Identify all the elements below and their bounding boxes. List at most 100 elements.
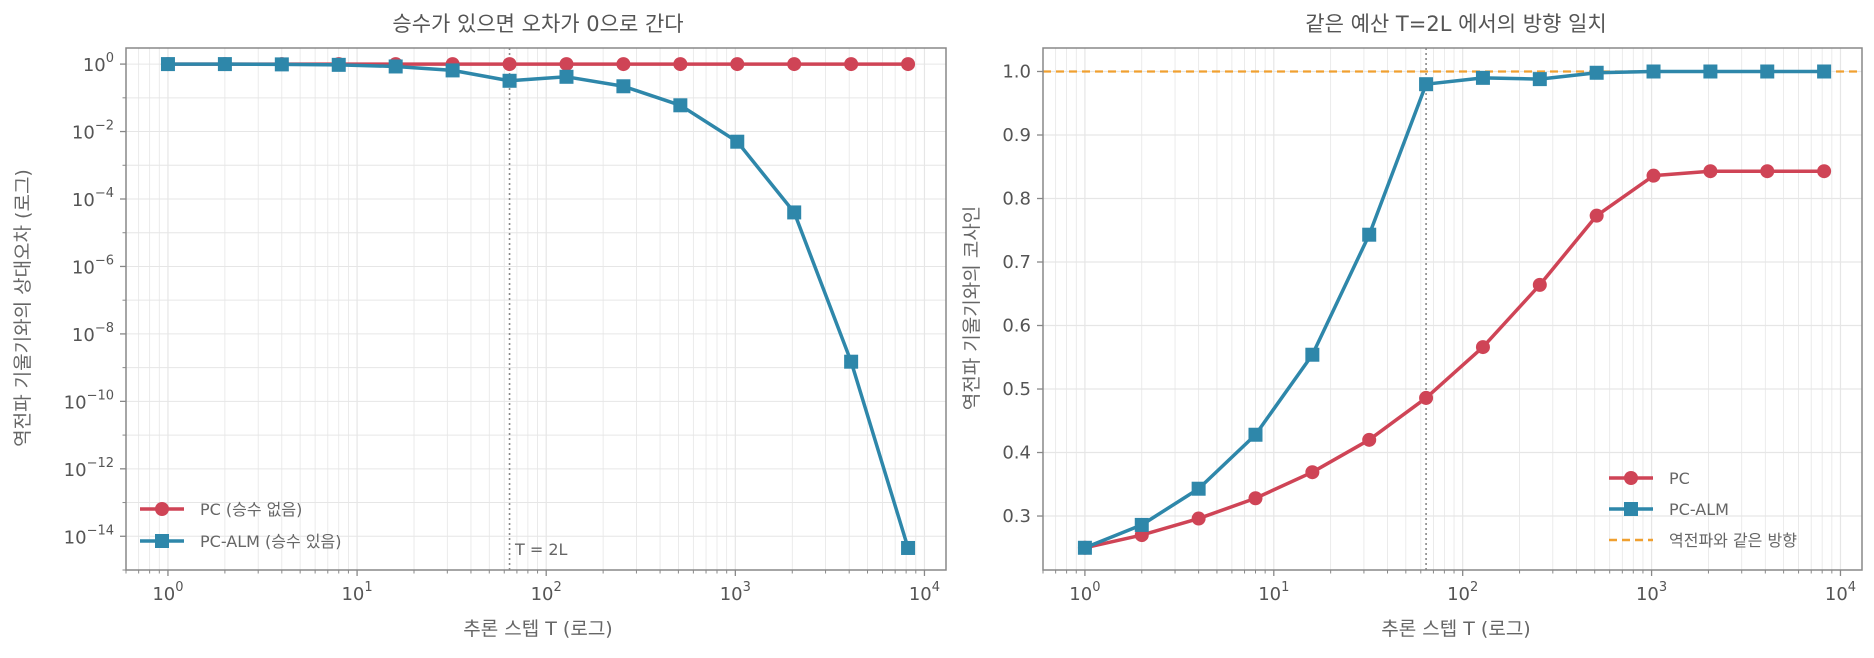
data-point-pc_alm bbox=[1703, 64, 1718, 79]
y-tick-exponent: −4 bbox=[95, 186, 114, 201]
data-point-pc_alm bbox=[274, 57, 289, 72]
data-point-pc_alm bbox=[445, 63, 460, 78]
data-point-pc bbox=[1475, 340, 1490, 355]
data-point-pc_alm bbox=[1817, 64, 1832, 79]
data-point-pc_alm bbox=[1760, 64, 1775, 79]
x-tick-exponent: 0 bbox=[175, 580, 183, 595]
chart-right-y-ticks: 0.3 0.4 0.5 0.6 0.7 0.8 0.9 1.0 bbox=[1002, 61, 1043, 527]
y-tick-exponent: −2 bbox=[95, 119, 114, 134]
data-point-pc_alm bbox=[844, 354, 859, 369]
x-tick-exponent: 3 bbox=[1659, 580, 1667, 595]
data-point-pc bbox=[1191, 511, 1206, 526]
y-tick-exponent: −12 bbox=[87, 456, 114, 471]
legend-label-pc: PC bbox=[1669, 469, 1690, 488]
data-point-pc_alm bbox=[1532, 72, 1547, 87]
data-point-pc_alm bbox=[1475, 70, 1490, 85]
chart-right-frame bbox=[1042, 47, 1863, 571]
chart-right-grid bbox=[1042, 48, 1862, 570]
data-point-pc_alm bbox=[616, 79, 631, 94]
data-point-pc_alm bbox=[901, 540, 916, 555]
legend-marker-pc-alm bbox=[155, 534, 169, 548]
y-tick-label: 0.8 bbox=[1002, 189, 1031, 210]
chart-right-y-axis-label: 역전파 기울기와의 코사인 bbox=[961, 206, 983, 410]
y-tick-exponent: −14 bbox=[87, 523, 114, 538]
x-tick-exponent: 4 bbox=[1848, 580, 1856, 595]
data-point-pc_alm bbox=[1362, 227, 1377, 242]
series-line-pc_alm bbox=[167, 62, 910, 549]
data-point-pc bbox=[1419, 390, 1434, 405]
data-point-pc_alm bbox=[1419, 77, 1434, 92]
x-tick-exponent: 4 bbox=[932, 580, 940, 595]
chart-left-y-axis-label: 역전파 기울기와의 상대오차 (로그) bbox=[12, 169, 34, 447]
data-point-pc_alm bbox=[160, 57, 175, 72]
chart-left-frame bbox=[125, 47, 947, 571]
chart-right-series bbox=[1077, 64, 1832, 555]
legend-marker-pc bbox=[155, 502, 169, 516]
data-point-pc bbox=[673, 57, 688, 72]
y-tick-label: 1.0 bbox=[1002, 61, 1031, 82]
data-point-pc bbox=[901, 57, 916, 72]
chart-left-series bbox=[160, 57, 916, 555]
x-tick-exponent: 2 bbox=[554, 580, 562, 595]
x-tick-exponent: 1 bbox=[364, 580, 372, 595]
data-point-pc_alm bbox=[1589, 65, 1604, 80]
x-tick-exponent: 0 bbox=[1092, 580, 1100, 595]
data-point-pc bbox=[502, 57, 517, 72]
data-point-pc_alm bbox=[673, 98, 688, 113]
data-point-pc_alm bbox=[1646, 64, 1661, 79]
x-tick-exponent: 1 bbox=[1281, 580, 1289, 595]
y-tick-label: 0.5 bbox=[1002, 379, 1031, 400]
chart-left-legend: PC (승수 없음) PC-ALM (승수 있음) bbox=[140, 500, 341, 551]
chart-right-title: 같은 예산 T=2L 에서의 방향 일치 bbox=[1305, 12, 1606, 36]
y-tick-label: 0.3 bbox=[1002, 506, 1031, 527]
data-point-pc_alm bbox=[388, 59, 403, 74]
y-tick-label: 10−8 bbox=[72, 321, 114, 346]
chart-right-x-axis-label: 추론 스텝 T (로그) bbox=[1381, 618, 1530, 640]
y-tick-label: 0.6 bbox=[1002, 316, 1031, 337]
data-point-pc_alm bbox=[730, 134, 745, 149]
data-point-pc bbox=[559, 57, 574, 72]
data-point-pc_alm bbox=[1134, 517, 1149, 532]
data-point-pc_alm bbox=[502, 73, 517, 88]
chart-left-vline-label: T = 2L bbox=[514, 540, 568, 559]
y-tick-label: 0.7 bbox=[1002, 252, 1031, 273]
x-tick-exponent: 2 bbox=[1470, 580, 1478, 595]
y-tick-label: 10−2 bbox=[72, 119, 114, 144]
data-point-pc bbox=[1248, 491, 1263, 506]
y-tick-exponent: −8 bbox=[95, 321, 114, 336]
data-point-pc_alm bbox=[331, 57, 346, 72]
legend-label-reference: 역전파와 같은 방향 bbox=[1669, 531, 1797, 550]
legend-marker-pc bbox=[1624, 471, 1638, 485]
y-tick-label: 0.4 bbox=[1002, 443, 1031, 464]
data-point-pc bbox=[787, 57, 802, 72]
data-point-pc_alm bbox=[559, 69, 574, 84]
data-point-pc bbox=[1305, 465, 1320, 480]
x-tick-label: 102 bbox=[1447, 580, 1478, 605]
data-point-pc bbox=[1362, 432, 1377, 447]
data-point-pc_alm bbox=[1305, 347, 1320, 362]
chart-left-x-axis-label: 추론 스텝 T (로그) bbox=[463, 618, 612, 640]
data-point-pc bbox=[1817, 164, 1832, 179]
data-point-pc bbox=[1589, 208, 1604, 223]
legend-marker-pc-alm bbox=[1624, 502, 1638, 516]
series-line-pc_alm bbox=[1084, 69, 1825, 550]
chart-right-legend: PC PC-ALM 역전파와 같은 방향 bbox=[1609, 469, 1797, 550]
data-point-pc bbox=[1646, 168, 1661, 183]
y-tick-exponent: 0 bbox=[106, 51, 114, 66]
data-point-pc_alm bbox=[1077, 540, 1092, 555]
data-point-pc_alm bbox=[217, 57, 232, 72]
data-point-pc bbox=[1703, 164, 1718, 179]
y-tick-exponent: −6 bbox=[95, 253, 114, 268]
data-point-pc bbox=[844, 57, 859, 72]
x-tick-exponent: 3 bbox=[743, 580, 751, 595]
data-point-pc bbox=[1760, 164, 1775, 179]
data-point-pc_alm bbox=[787, 205, 802, 220]
y-tick-exponent: −10 bbox=[87, 388, 114, 403]
legend-label-pc-alm: PC-ALM bbox=[1669, 500, 1729, 519]
legend-label-pc: PC (승수 없음) bbox=[200, 500, 302, 519]
chart-left-title: 승수가 있으면 오차가 0으로 간다 bbox=[392, 12, 683, 36]
y-tick-label: 0.9 bbox=[1002, 125, 1031, 146]
